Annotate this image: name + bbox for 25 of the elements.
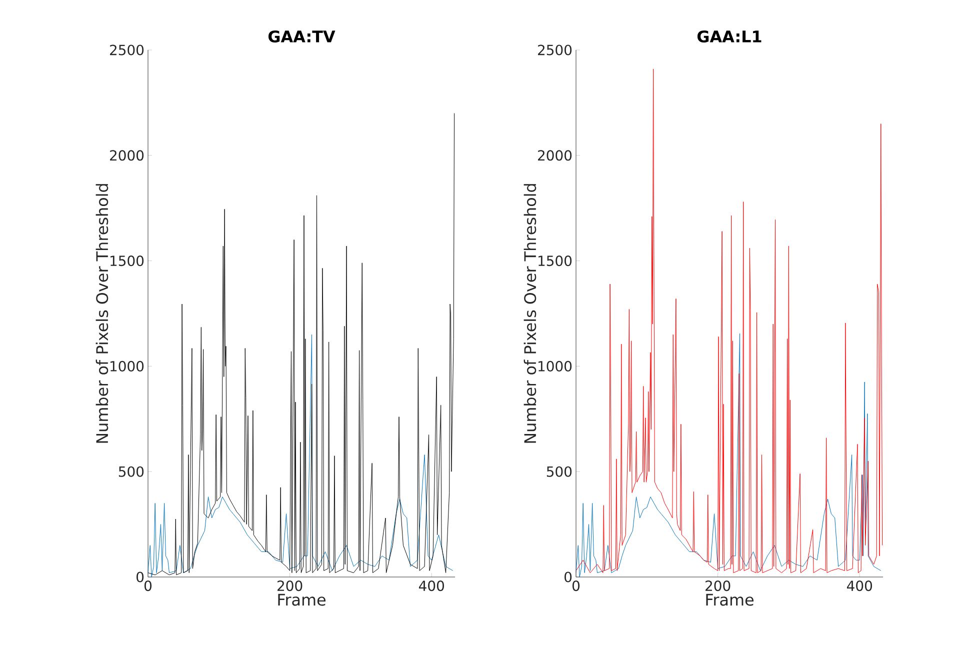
y-axis-title: Number of Pixels Over Threshold (96, 184, 108, 443)
y-tick-label: 0 (564, 572, 572, 582)
chart-title: GAA:L1 (697, 30, 762, 42)
y-tick-label: 2500 (538, 44, 572, 56)
y-tick-label: 0 (136, 572, 144, 582)
y-tick-label: 500 (118, 466, 144, 477)
x-tick-label: 200 (278, 580, 302, 592)
x-tick-label: 0 (144, 580, 152, 592)
y-tick-label: 1500 (110, 256, 144, 266)
x-tick-label: 400 (418, 580, 444, 592)
x-axis-title: Frame (278, 594, 326, 606)
x-tick-label: 200 (706, 580, 730, 592)
y-tick-label: 1000 (110, 360, 144, 372)
y-tick-label: 1500 (538, 256, 572, 266)
line-series (576, 68, 883, 574)
y-tick-label: 500 (546, 466, 572, 477)
x-axis-title: Frame (706, 594, 754, 606)
x-tick-label: 0 (572, 580, 580, 592)
chart-title: GAA:TV (268, 30, 336, 42)
x-tick-label: 400 (846, 580, 872, 592)
y-tick-label: 2500 (110, 44, 144, 56)
y-tick-label: 1000 (538, 360, 572, 372)
y-axis-title: Number of Pixels Over Threshold (524, 184, 536, 443)
y-tick-label: 2000 (110, 150, 144, 161)
y-tick-label: 2000 (538, 150, 572, 161)
